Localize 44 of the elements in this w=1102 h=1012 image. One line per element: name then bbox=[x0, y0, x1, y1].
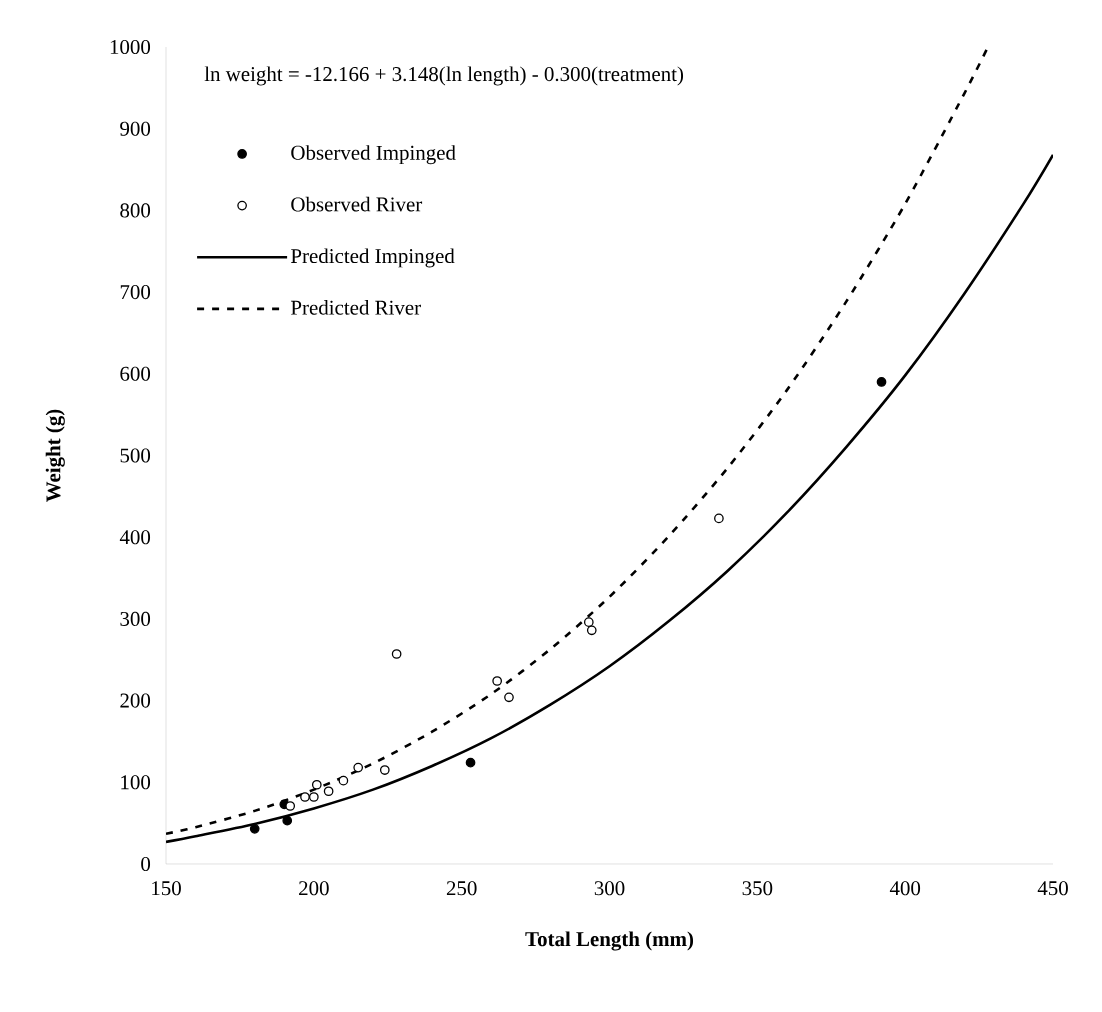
point bbox=[391, 649, 402, 659]
y-tick-label: 300 bbox=[120, 611, 151, 626]
point bbox=[323, 786, 334, 797]
x-axis-title: Total Length (mm) bbox=[525, 931, 694, 951]
x-tick-label: 250 bbox=[446, 881, 477, 896]
y-tick-label: 800 bbox=[120, 203, 151, 218]
point bbox=[492, 676, 503, 686]
y-tick-label: 600 bbox=[120, 366, 151, 381]
point bbox=[338, 775, 349, 786]
y-tick-label: 900 bbox=[120, 121, 151, 136]
legend-label: Observed River bbox=[291, 196, 423, 212]
point bbox=[379, 765, 390, 775]
point bbox=[353, 762, 364, 773]
x-tick-label: 150 bbox=[152, 881, 181, 896]
x-tick-label: 300 bbox=[594, 881, 625, 896]
point bbox=[876, 377, 887, 387]
point bbox=[465, 757, 476, 768]
x-tick-label: 350 bbox=[742, 881, 773, 896]
x-tick-label: 400 bbox=[889, 881, 921, 896]
point bbox=[583, 617, 594, 627]
point bbox=[249, 824, 260, 834]
legend-label: Predicted River bbox=[291, 300, 421, 315]
point bbox=[285, 801, 296, 811]
legend-label: Observed Impinged bbox=[291, 145, 456, 165]
point bbox=[282, 815, 293, 826]
y-tick-label: 0 bbox=[141, 856, 151, 872]
x-tick-label: 200 bbox=[299, 881, 329, 896]
point bbox=[586, 625, 597, 636]
y-tick-label: 700 bbox=[120, 285, 151, 300]
y-tick-label: 1000 bbox=[110, 39, 151, 55]
y-axis-title: Weight (g) bbox=[45, 409, 65, 502]
point bbox=[300, 792, 310, 802]
annotation: ln weight = -12.166 + 3.148(ln length) - 0.300(treatment) bbox=[204, 66, 684, 86]
point bbox=[308, 792, 319, 802]
x-tick-label: 450 bbox=[1037, 881, 1068, 896]
y-tick-label: 200 bbox=[120, 693, 151, 708]
y-tick-label: 500 bbox=[120, 448, 151, 463]
point bbox=[504, 692, 514, 703]
line-series bbox=[166, 46, 990, 836]
y-tick-label: 400 bbox=[119, 530, 151, 545]
point bbox=[714, 513, 724, 524]
y-tick-label: 100 bbox=[121, 775, 151, 790]
point bbox=[311, 779, 322, 790]
legend-label: Predicted Impinged bbox=[291, 248, 455, 268]
